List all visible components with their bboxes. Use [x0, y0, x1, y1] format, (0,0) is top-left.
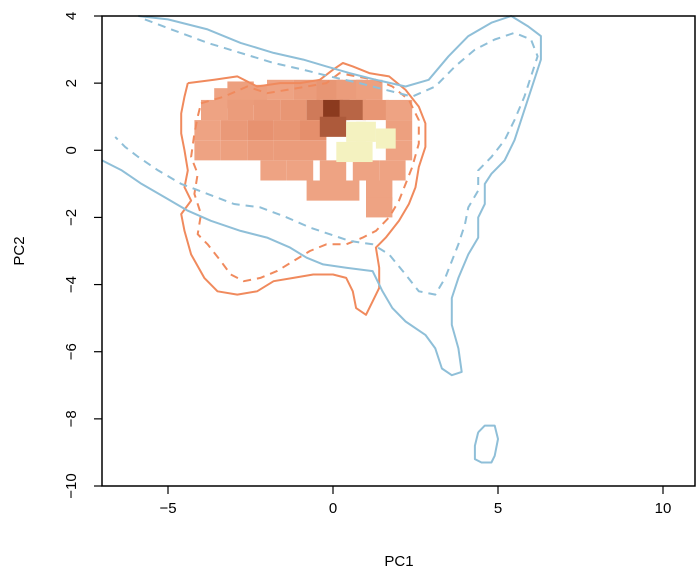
x-tick-label: 10 — [655, 500, 672, 517]
contour-layer — [101, 15, 542, 464]
heatmap-cell — [366, 197, 393, 218]
heatmap-cell — [333, 180, 360, 201]
y-tick-label: −4 — [63, 276, 80, 293]
heatmap-cell — [247, 140, 274, 161]
heatmap-cell — [379, 160, 406, 181]
heatmap-cell — [385, 99, 413, 121]
axis-layer: −5 0 5 10 −10 −8 −6 −4 −2 0 2 4 — [63, 12, 671, 517]
heatmap-cell — [319, 116, 347, 137]
heatmap-cell — [286, 160, 314, 181]
y-tick-label: −10 — [63, 473, 80, 498]
y-tick-label: −2 — [63, 209, 80, 226]
heatmap-cell — [201, 99, 228, 121]
x-tick-label: 5 — [494, 500, 502, 517]
heatmap-cell — [220, 140, 248, 161]
heatmap-cell — [300, 140, 327, 161]
y-tick-label: −8 — [63, 410, 80, 427]
blue-contour-solid — [473, 424, 499, 464]
heatmap-cell — [227, 99, 254, 121]
blue-contour-solid — [101, 15, 542, 377]
heatmap-cell — [247, 120, 274, 141]
heatmap-peak-cell — [336, 141, 357, 163]
orange-contour-solid — [180, 62, 427, 316]
heatmap-cell — [194, 120, 221, 141]
y-tick-label: −6 — [63, 343, 80, 360]
heatmap-cell — [280, 99, 307, 121]
x-tick-label: 0 — [329, 500, 337, 517]
heatmap-cell — [220, 120, 248, 141]
y-axis-title: PC2 — [11, 236, 28, 265]
y-tick-label: 0 — [63, 146, 80, 154]
heatmap-cell — [306, 180, 333, 201]
x-axis-title: PC1 — [384, 553, 413, 570]
heatmap-cell — [253, 99, 281, 121]
heatmap-peak-cell — [352, 141, 373, 163]
y-tick-label: 2 — [63, 79, 80, 87]
orange-contour-dashed — [190, 72, 420, 283]
heatmap-peak-cell — [375, 128, 396, 149]
heatmap-cell — [336, 79, 363, 100]
heatmap-cell — [273, 120, 300, 141]
heatmap-cell — [339, 99, 366, 121]
heatmap-cell — [319, 160, 347, 181]
plot-frame — [101, 15, 696, 487]
heatmap-cell — [273, 140, 300, 161]
heatmap-cell — [352, 160, 380, 181]
heatmap-cell — [194, 140, 221, 161]
blue-contour-dashed — [114, 18, 539, 296]
heatmap-cell — [362, 99, 390, 121]
y-tick-label: 4 — [63, 12, 80, 20]
heatmap-cell — [260, 160, 287, 181]
heatmap-cell — [366, 180, 393, 201]
heatmap-layer — [194, 79, 413, 218]
x-tick-label: −5 — [159, 500, 176, 517]
heatmap-cell — [240, 84, 267, 105]
heatmap-peak-cell — [356, 121, 376, 142]
